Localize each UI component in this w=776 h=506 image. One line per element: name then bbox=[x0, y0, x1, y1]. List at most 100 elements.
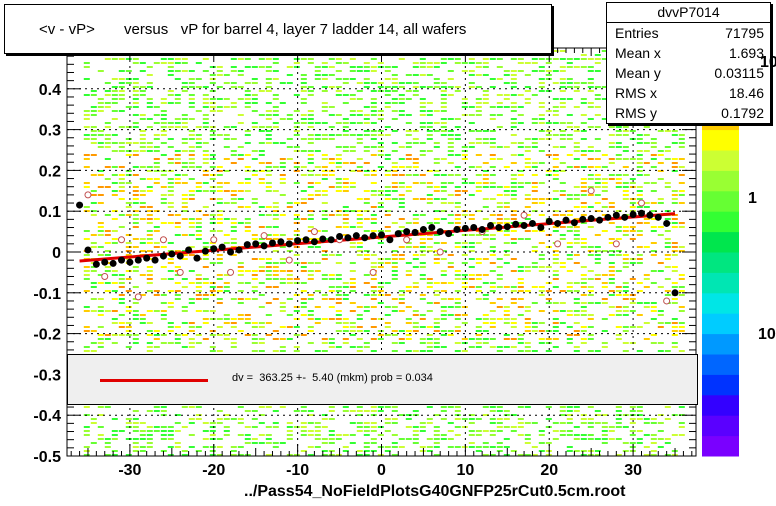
heatmap-cell bbox=[188, 282, 195, 284]
heatmap-cell bbox=[524, 306, 531, 308]
heatmap-cell bbox=[454, 186, 461, 188]
heatmap-cell bbox=[412, 410, 419, 412]
heatmap-cell bbox=[580, 122, 587, 124]
heatmap-cell bbox=[300, 82, 307, 84]
x-axis: -30 -20 -10 0 10 20 30 bbox=[70, 48, 693, 479]
heatmap-cell bbox=[573, 82, 580, 84]
heatmap-cell bbox=[594, 450, 601, 452]
heatmap-cell bbox=[230, 138, 237, 140]
heatmap-cell bbox=[412, 434, 419, 436]
heatmap-cell bbox=[342, 318, 349, 320]
heatmap-cell bbox=[538, 162, 545, 164]
heatmap-cell bbox=[671, 326, 678, 328]
heatmap-cell bbox=[678, 182, 685, 184]
heatmap-cell bbox=[398, 202, 405, 204]
heatmap-cell bbox=[167, 138, 174, 140]
heatmap-cell bbox=[552, 50, 559, 52]
heatmap-cell bbox=[398, 298, 405, 300]
heatmap-cell bbox=[146, 342, 153, 344]
heatmap-cell bbox=[111, 110, 118, 112]
heatmap-cell bbox=[608, 158, 615, 160]
heatmap-cell bbox=[160, 142, 167, 144]
heatmap-cell bbox=[118, 182, 125, 184]
heatmap-cell bbox=[167, 454, 174, 456]
heatmap-cell bbox=[244, 218, 251, 220]
heatmap-cell bbox=[433, 454, 440, 456]
heatmap-cell bbox=[664, 442, 671, 444]
heatmap-cell bbox=[650, 146, 657, 148]
heatmap-cell bbox=[566, 246, 573, 248]
heatmap-cell bbox=[608, 162, 615, 164]
heatmap-cell bbox=[461, 278, 468, 280]
heatmap-cell bbox=[650, 310, 657, 312]
heatmap-cell bbox=[237, 222, 244, 224]
heatmap-cell bbox=[461, 114, 468, 116]
heatmap-cell bbox=[384, 314, 391, 316]
heatmap-cell bbox=[370, 174, 377, 176]
heatmap-cell bbox=[503, 250, 510, 252]
heatmap-cell bbox=[426, 222, 433, 224]
heatmap-cell bbox=[111, 298, 118, 300]
heatmap-cell bbox=[272, 54, 279, 56]
heatmap-cell bbox=[104, 334, 111, 336]
heatmap-cell bbox=[510, 210, 517, 212]
heatmap-cell bbox=[188, 162, 195, 164]
heatmap-cell bbox=[552, 110, 559, 112]
heatmap-cell bbox=[601, 98, 608, 100]
heatmap-cell bbox=[426, 234, 433, 236]
heatmap-cell bbox=[104, 178, 111, 180]
heatmap-cell bbox=[510, 142, 517, 144]
heatmap-cell bbox=[146, 82, 153, 84]
heatmap-cell bbox=[552, 254, 559, 256]
heatmap-cell bbox=[146, 214, 153, 216]
heatmap-cell bbox=[566, 78, 573, 80]
heatmap-cell bbox=[503, 338, 510, 340]
heatmap-cell bbox=[538, 118, 545, 120]
heatmap-cell bbox=[167, 186, 174, 188]
heatmap-cell bbox=[398, 294, 405, 296]
heatmap-cell bbox=[629, 406, 636, 408]
heatmap-cell bbox=[153, 246, 160, 248]
heatmap-cell bbox=[482, 314, 489, 316]
heatmap-cell bbox=[566, 194, 573, 196]
heatmap-cell bbox=[475, 434, 482, 436]
heatmap-cell bbox=[559, 50, 566, 52]
heatmap-cell bbox=[377, 338, 384, 340]
heatmap-cell bbox=[412, 94, 419, 96]
heatmap-cell bbox=[622, 290, 629, 292]
heatmap-cell bbox=[475, 258, 482, 260]
heatmap-cell bbox=[279, 262, 286, 264]
heatmap-cell bbox=[419, 314, 426, 316]
heatmap-cell bbox=[118, 286, 125, 288]
outlier-point bbox=[520, 211, 528, 219]
heatmap-cell bbox=[671, 298, 678, 300]
heatmap-cell bbox=[90, 282, 97, 284]
heatmap-cell bbox=[447, 94, 454, 96]
heatmap-cell bbox=[83, 138, 90, 140]
heatmap-cell bbox=[510, 110, 517, 112]
heatmap-cell bbox=[601, 250, 608, 252]
heatmap-cell bbox=[321, 110, 328, 112]
heatmap-cell bbox=[594, 278, 601, 280]
heatmap-cell bbox=[286, 114, 293, 116]
heatmap-cell bbox=[622, 266, 629, 268]
heatmap-cell bbox=[356, 330, 363, 332]
heatmap-cell bbox=[132, 310, 139, 312]
heatmap-cell bbox=[468, 122, 475, 124]
heatmap-cell bbox=[265, 186, 272, 188]
heatmap-cell bbox=[202, 242, 209, 244]
heatmap-cell bbox=[146, 230, 153, 232]
heatmap-cell bbox=[461, 254, 468, 256]
heatmap-cell bbox=[482, 206, 489, 208]
heatmap-cell bbox=[167, 434, 174, 436]
heatmap-cell bbox=[342, 102, 349, 104]
heatmap-cell bbox=[447, 78, 454, 80]
heatmap-cell bbox=[160, 110, 167, 112]
heatmap-cell bbox=[678, 434, 685, 436]
heatmap-cell bbox=[181, 114, 188, 116]
heatmap-cell bbox=[356, 82, 363, 84]
heatmap-cell bbox=[321, 102, 328, 104]
heatmap-cell bbox=[258, 154, 265, 156]
heatmap-cell bbox=[510, 214, 517, 216]
heatmap-cell bbox=[370, 182, 377, 184]
